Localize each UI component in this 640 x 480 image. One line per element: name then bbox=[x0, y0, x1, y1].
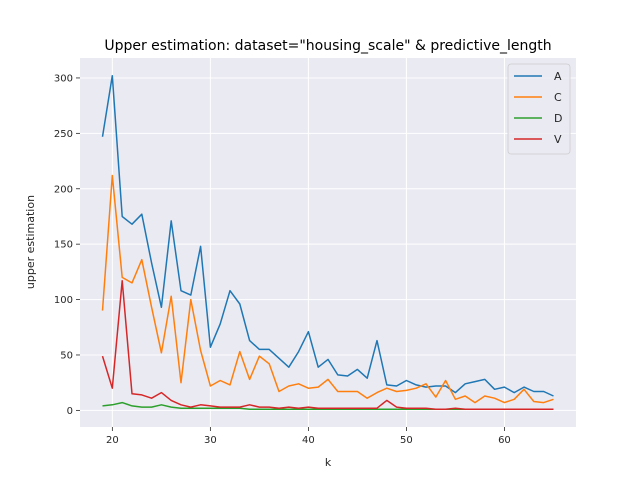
legend-label-v: V bbox=[554, 133, 562, 146]
series-lines bbox=[101, 74, 554, 411]
x-tick-label: 50 bbox=[400, 435, 413, 446]
grid-lines bbox=[80, 58, 576, 427]
chart-title: Upper estimation: dataset="housing_scale… bbox=[104, 38, 551, 54]
series-line-v bbox=[101, 279, 554, 411]
series-line-c bbox=[101, 174, 554, 404]
y-axis-label: upper estimation bbox=[24, 195, 37, 289]
y-tick-label: 0 bbox=[67, 406, 73, 417]
x-tick-label: 20 bbox=[106, 435, 119, 446]
y-tick-label: 250 bbox=[54, 129, 73, 140]
y-tick-label: 50 bbox=[60, 350, 73, 361]
x-axis-label: k bbox=[325, 456, 332, 469]
y-tick-label: 100 bbox=[54, 295, 73, 306]
x-tick-label: 60 bbox=[498, 435, 511, 446]
x-tick-label: 40 bbox=[302, 435, 315, 446]
series-line-a bbox=[101, 74, 554, 397]
legend-label-d: D bbox=[554, 112, 562, 125]
legend-box bbox=[507, 63, 571, 155]
legend-label-a: A bbox=[554, 70, 562, 83]
y-tick-label: 150 bbox=[54, 240, 73, 251]
y-tick-label: 300 bbox=[54, 73, 73, 84]
legend-label-c: C bbox=[554, 91, 562, 104]
x-tick-label: 30 bbox=[204, 435, 217, 446]
plot-background bbox=[80, 58, 576, 427]
tick-labels: 20 30 40 50 60 0 50 100 150 200 250 300 bbox=[54, 73, 511, 446]
y-tick-label: 200 bbox=[54, 184, 73, 195]
